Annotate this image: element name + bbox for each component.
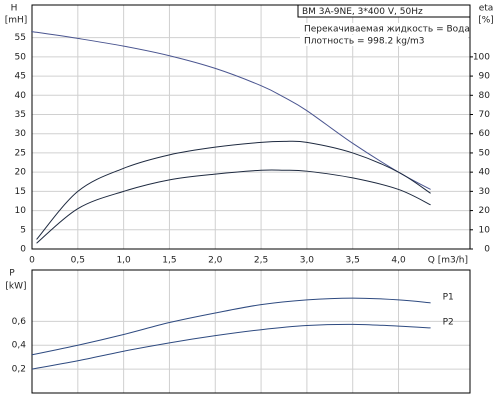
y-tick-label: 35 xyxy=(15,110,26,120)
y2-label: eta xyxy=(479,4,494,14)
plot-frame xyxy=(31,4,471,250)
y2-tick-label: 0 xyxy=(484,245,490,255)
x-tick-label: 2,0 xyxy=(208,256,223,266)
y-tick-label: 0 xyxy=(20,245,26,255)
y2-tick-label: 30 xyxy=(479,187,491,197)
y-tick-label: 15 xyxy=(15,187,26,197)
x-tick-label: 0 xyxy=(29,256,35,266)
y-tick-label: 0,4 xyxy=(12,341,27,351)
y-tick-label: 0,6 xyxy=(12,317,27,327)
y2-tick-label: 80 xyxy=(479,91,491,101)
curve xyxy=(31,31,431,190)
y-unit: [kW] xyxy=(5,282,26,292)
x-tick-label: 3,5 xyxy=(346,256,360,266)
y2-unit: [%] xyxy=(478,16,494,26)
x-tick-label: 1,0 xyxy=(116,256,131,266)
series-label: P1 xyxy=(443,292,454,302)
y2-tick-label: 100 xyxy=(473,52,490,62)
annotation: Перекачиваемая жидкость = Вода xyxy=(304,25,470,35)
series-label: P2 xyxy=(443,317,454,327)
curve xyxy=(31,323,431,370)
annotation: Плотность = 998.2 kg/m3 xyxy=(304,37,425,47)
x-label: Q [m3/h] xyxy=(428,256,468,266)
curve xyxy=(31,297,431,356)
y-tick-label: 50 xyxy=(15,52,27,62)
y2-tick-label: 50 xyxy=(479,148,491,158)
y2-tick-label: 90 xyxy=(479,72,491,82)
y-tick-label: 40 xyxy=(15,91,27,101)
plot-frame xyxy=(31,269,471,394)
x-tick-label: 1,5 xyxy=(162,256,176,266)
y-tick-label: 45 xyxy=(15,72,26,82)
curve xyxy=(36,169,431,244)
x-tick-label: 0,5 xyxy=(71,256,85,266)
y-tick-label: 0,2 xyxy=(12,365,26,375)
y2-tick-label: 70 xyxy=(479,110,491,120)
y-tick-label: 5 xyxy=(20,225,26,235)
curve xyxy=(36,140,431,240)
y2-tick-label: 60 xyxy=(479,129,491,139)
chart-title: BM 3A-9NE, 3*400 V, 50Hz xyxy=(302,7,423,17)
y-unit: [mH] xyxy=(5,16,28,26)
y2-tick-label: 20 xyxy=(479,206,491,216)
y2-tick-label: 10 xyxy=(479,225,491,235)
y2-tick-label: 40 xyxy=(479,168,491,178)
annotation-bg xyxy=(300,23,468,34)
x-tick-label: 3,0 xyxy=(300,256,315,266)
x-tick-label: 2,5 xyxy=(254,256,268,266)
y-tick-label: 10 xyxy=(15,206,27,216)
y-tick-label: 20 xyxy=(15,168,27,178)
annotation-bg xyxy=(300,35,468,46)
y-label: H xyxy=(11,4,18,14)
title-box xyxy=(297,4,471,18)
y-label: P xyxy=(9,269,15,279)
x-tick-label: 4,0 xyxy=(391,256,406,266)
y-tick-label: 30 xyxy=(15,129,27,139)
y-tick-label: 25 xyxy=(15,148,26,158)
y-tick-label: 55 xyxy=(15,33,26,43)
